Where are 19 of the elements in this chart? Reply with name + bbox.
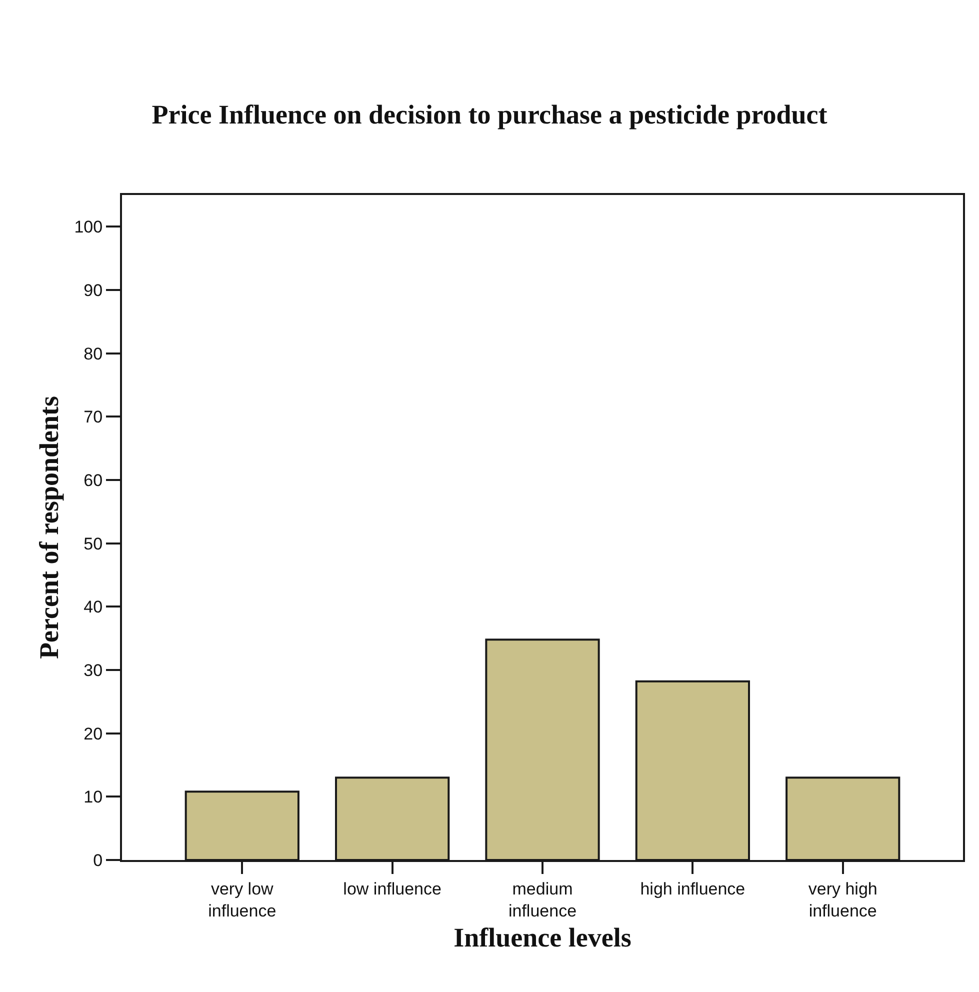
y-tick-label: 10	[84, 788, 103, 807]
x-tick-label: very low influence	[208, 879, 276, 920]
x-tick-label: medium influence	[508, 879, 577, 920]
y-tick-label: 70	[84, 408, 103, 427]
y-tick-label: 30	[84, 660, 103, 680]
y-tick-label: 40	[84, 598, 103, 617]
y-tick-label: 80	[84, 344, 103, 364]
x-axis-title: Influence levels	[454, 922, 632, 952]
y-tick-label: 100	[74, 218, 103, 237]
y-tick-label: 20	[84, 724, 103, 744]
x-tick-label: very high influence	[808, 879, 878, 920]
x-tick-label: low influence	[343, 879, 442, 898]
y-tick-label: 60	[84, 470, 103, 490]
chart-title: Price Influence on decision to purchase a pesticide product	[152, 100, 828, 130]
x-tick-label: high influence	[640, 879, 746, 898]
y-tick-label: 50	[84, 534, 103, 554]
y-tick-label: 90	[84, 280, 103, 300]
y-tick-label: 0	[93, 850, 103, 870]
y-axis-title: Percent of respondents	[34, 396, 64, 659]
